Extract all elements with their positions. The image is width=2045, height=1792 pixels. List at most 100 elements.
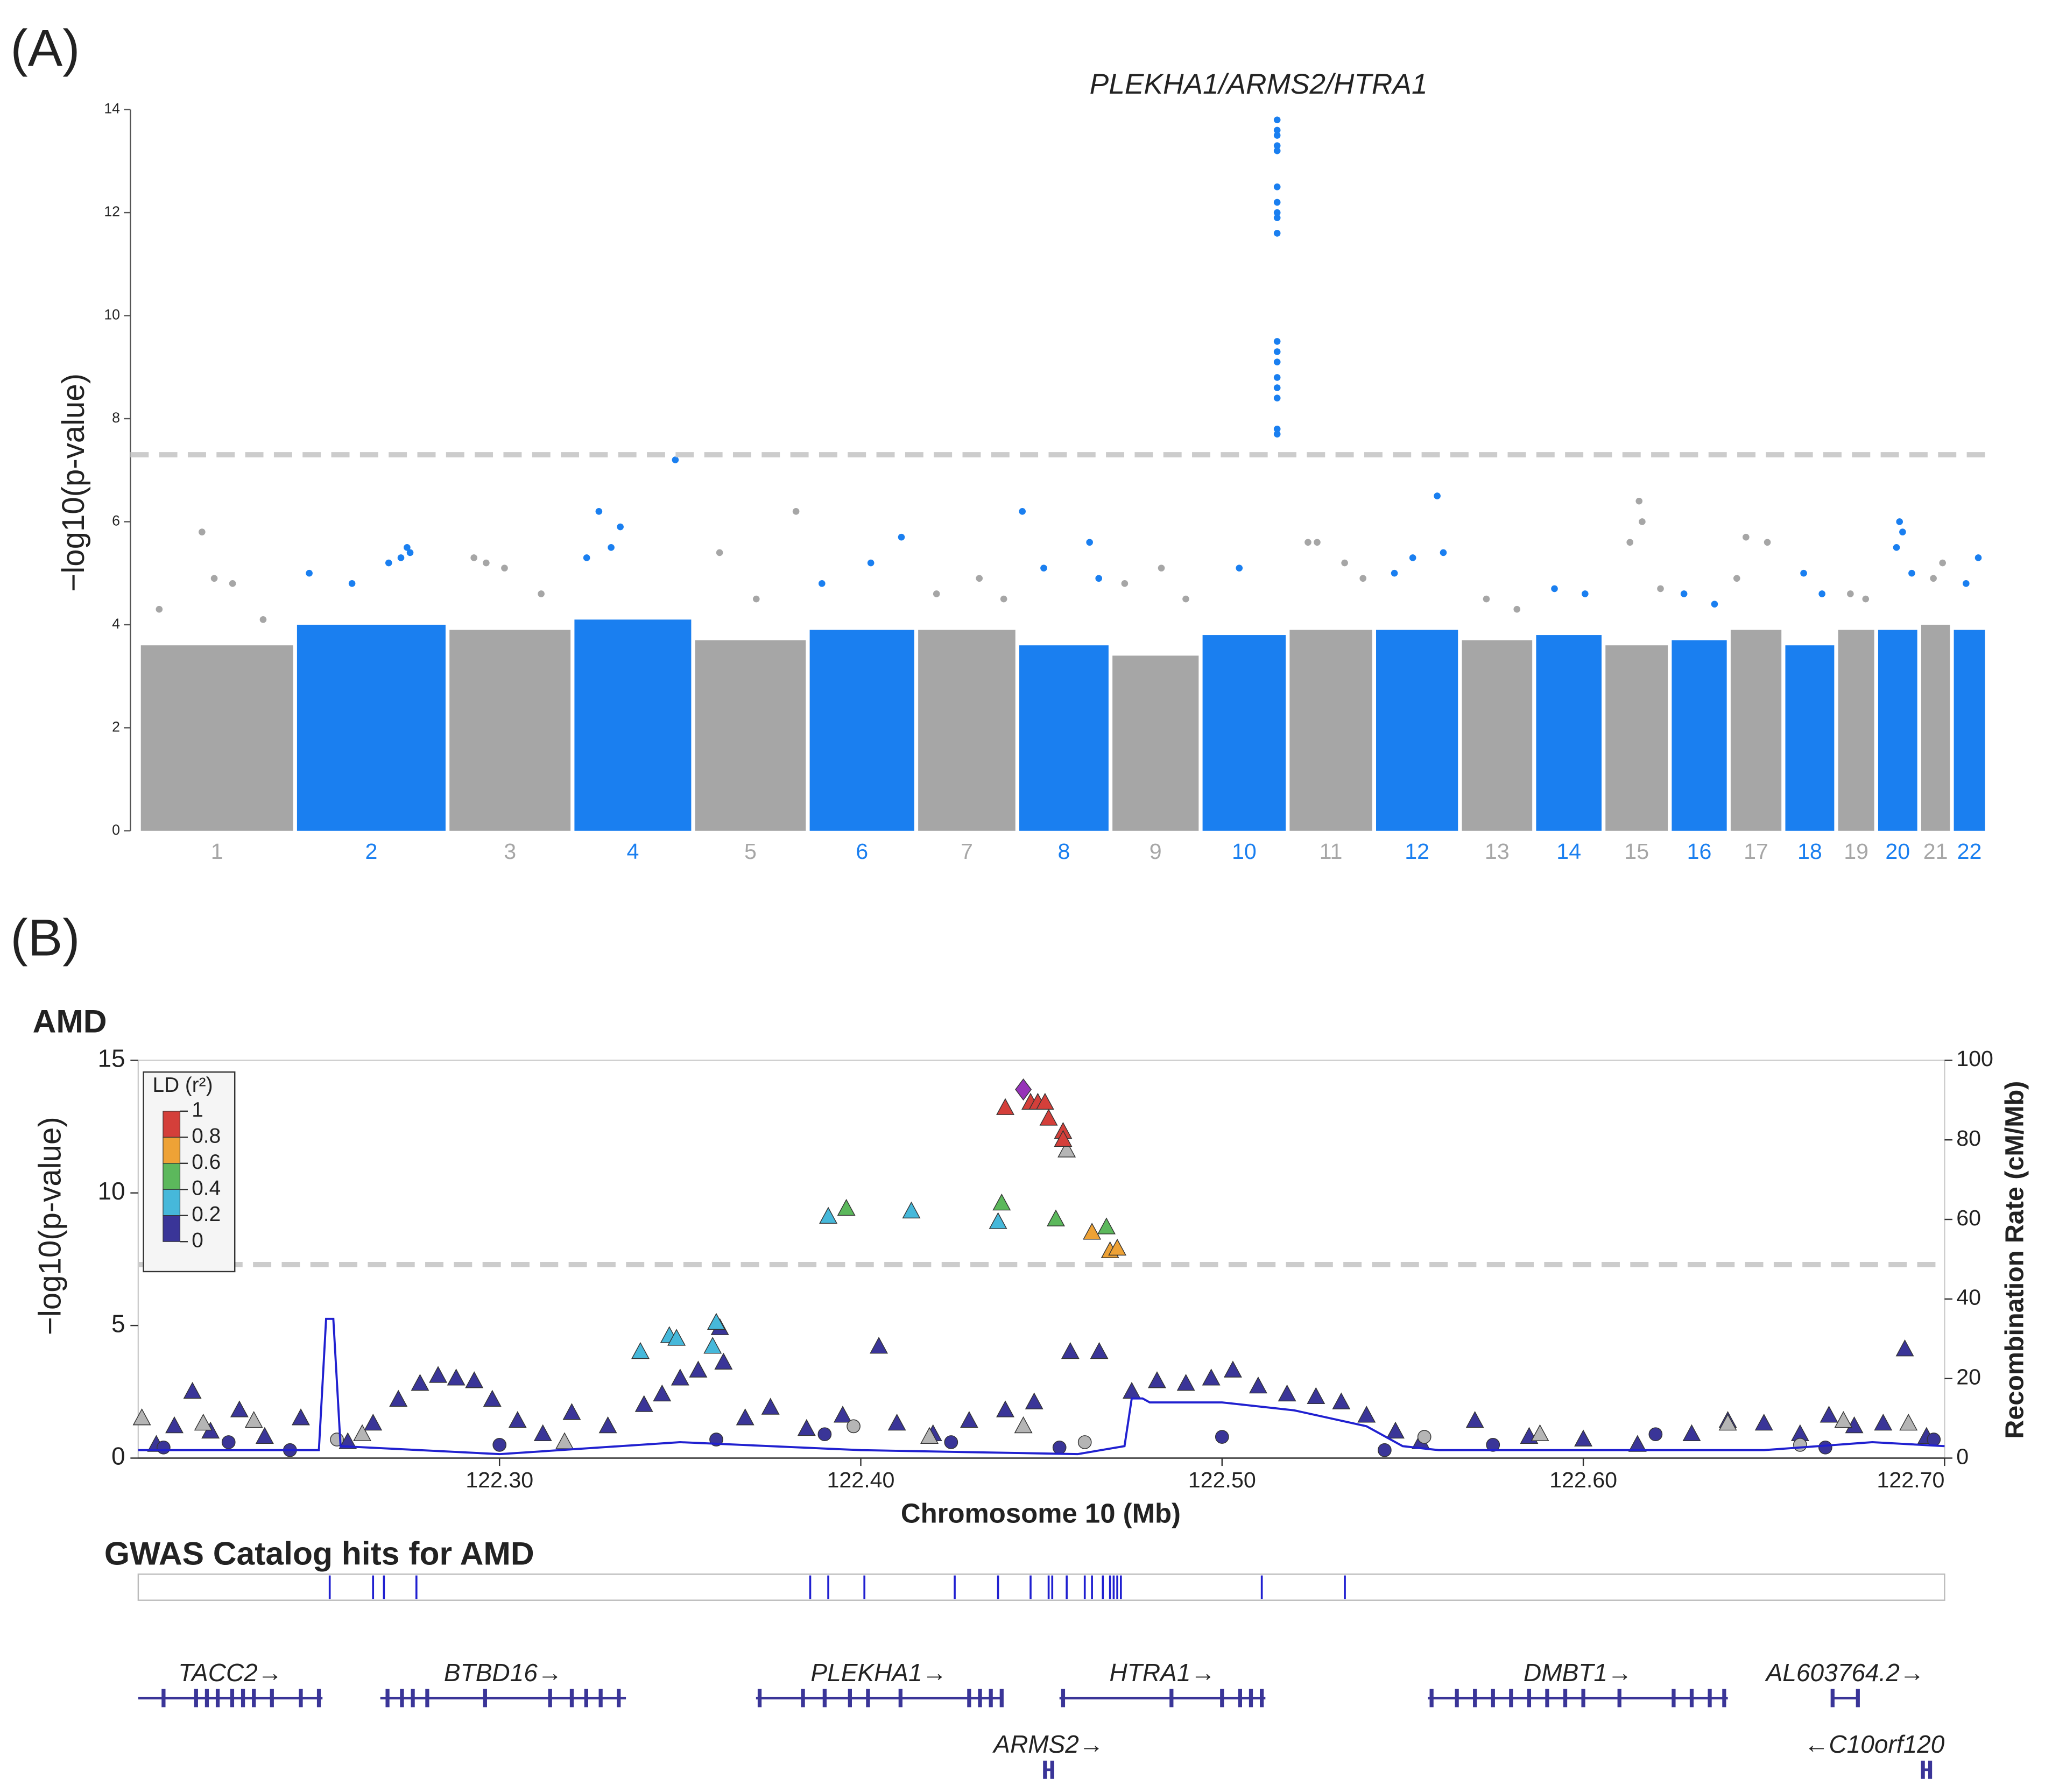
snp-point <box>1896 518 1903 525</box>
snp-point <box>404 544 411 551</box>
snp-point <box>1215 1430 1229 1444</box>
snp-point <box>1486 1438 1500 1452</box>
exon <box>1429 1689 1434 1708</box>
snp-point <box>1097 1217 1116 1234</box>
y2-tick-label: 60 <box>1956 1205 1981 1230</box>
x-tick-label: 21 <box>1923 839 1948 864</box>
snp-point <box>703 1337 722 1354</box>
exon <box>1689 1689 1694 1708</box>
snp-point <box>1332 1392 1351 1409</box>
chromosome-bulk <box>297 624 446 831</box>
snp-point <box>996 1400 1014 1417</box>
snp-point <box>920 1427 939 1444</box>
snp-point <box>902 1201 921 1219</box>
snp-point <box>1095 575 1103 582</box>
snp-point <box>230 1400 249 1417</box>
snp-point <box>847 1419 861 1434</box>
snp-point <box>397 554 405 561</box>
snp-point <box>132 1408 151 1426</box>
snp-point <box>608 544 615 551</box>
snp-point <box>1378 1443 1392 1457</box>
x-tick-label: 19 <box>1844 839 1868 864</box>
legend-swatch <box>163 1111 181 1138</box>
exon <box>1509 1689 1513 1708</box>
legend-label: 0 <box>192 1229 203 1252</box>
snp-point <box>1307 1387 1325 1405</box>
snp-point <box>833 1406 852 1423</box>
x-tick-label: 15 <box>1624 839 1649 864</box>
exon <box>1050 1760 1054 1779</box>
chromosome-bulk <box>140 645 293 831</box>
exon <box>483 1689 487 1708</box>
snp-point <box>1682 1424 1701 1442</box>
snp-point <box>1483 595 1490 603</box>
x-tick-label: 11 <box>1320 839 1343 864</box>
x-tick-label: 7 <box>961 839 973 864</box>
snp-point <box>1273 394 1281 402</box>
y-tick-label: 14 <box>104 101 120 117</box>
snp-point <box>1359 575 1367 582</box>
snp-point <box>1273 384 1281 391</box>
snp-point <box>595 508 603 515</box>
exon <box>1238 1689 1242 1708</box>
snp-point <box>817 1427 832 1442</box>
snp-point <box>1182 595 1189 603</box>
legend-title: LD (r²) <box>153 1074 213 1097</box>
exon <box>194 1689 198 1708</box>
snp-point <box>1176 1374 1195 1391</box>
exon <box>1581 1689 1585 1708</box>
snp-point <box>944 1435 958 1449</box>
snp-point <box>707 1313 725 1330</box>
snp-point <box>1899 528 1906 535</box>
snp-point <box>447 1368 466 1386</box>
snp-point <box>1409 554 1416 561</box>
annotation: PLEKHA1/ARMS2/HTRA1 <box>1090 68 1428 100</box>
y-tick-label: 5 <box>111 1309 125 1337</box>
snp-point <box>716 549 723 556</box>
snp-point <box>194 1413 213 1431</box>
y-axis-label: −log10(p-value) <box>32 1117 67 1335</box>
snp-point <box>1893 544 1900 551</box>
snp-point <box>1086 539 1093 546</box>
snp-point <box>1834 1411 1853 1428</box>
snp-point <box>1862 595 1870 603</box>
snp-point <box>465 1371 484 1388</box>
snp-point <box>1090 1342 1109 1359</box>
snp-point <box>1273 147 1281 154</box>
y-tick-label: 0 <box>111 1442 125 1470</box>
x-tick-label: 5 <box>744 839 757 864</box>
gene-label: DMBT1→ <box>1524 1659 1632 1687</box>
snp-point <box>1273 199 1281 206</box>
snp-point <box>1626 539 1634 546</box>
exon <box>1563 1689 1568 1708</box>
chromosome-bulk <box>1785 645 1835 831</box>
y2-axis-label: Recombination Rate (cM/Mb) <box>2000 1081 2029 1439</box>
y-tick-label: 10 <box>97 1177 125 1205</box>
snp-point <box>1574 1429 1593 1447</box>
snp-point <box>562 1403 581 1420</box>
snp-point <box>1014 1416 1033 1434</box>
exon <box>1259 1689 1264 1708</box>
snp-point <box>429 1366 448 1383</box>
snp-point <box>385 559 392 567</box>
exon <box>584 1689 588 1708</box>
exon <box>822 1689 827 1708</box>
gene-label: BTBD16→ <box>444 1659 562 1687</box>
gene-label: TACC2→ <box>178 1659 283 1687</box>
snp-point <box>1551 585 1558 592</box>
x-tick-label: 3 <box>504 839 516 864</box>
recombination-line <box>138 1317 1945 1456</box>
snp-point <box>156 605 163 613</box>
snp-point <box>992 1193 1011 1211</box>
snp-point <box>898 533 905 541</box>
snp-point <box>1939 559 1946 567</box>
exon <box>1545 1689 1549 1708</box>
snp-point <box>1341 559 1348 567</box>
y2-tick-label: 40 <box>1956 1285 1981 1310</box>
snp-point <box>1764 539 1771 546</box>
legend-box <box>143 1071 236 1273</box>
snp-point <box>653 1384 672 1402</box>
exon <box>548 1689 552 1708</box>
snp-point <box>1083 1223 1102 1240</box>
snp-point <box>672 456 679 463</box>
